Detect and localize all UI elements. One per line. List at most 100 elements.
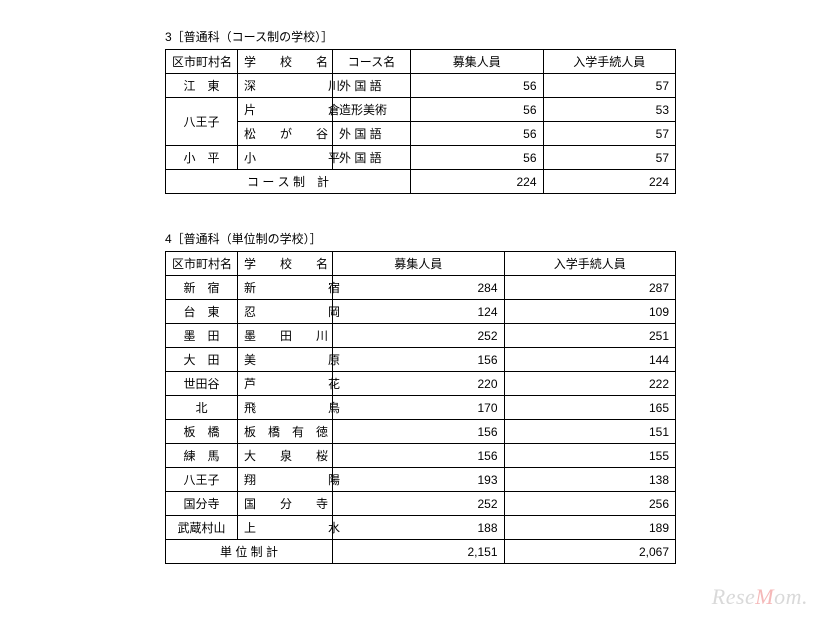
- cell-ward: 墨 田: [166, 324, 238, 348]
- table-row: 新 宿新 宿284287: [166, 276, 676, 300]
- cell-enroll: 287: [504, 276, 676, 300]
- table3: 区市町村名 学 校 名 コース名 募集人員 入学手続人員 江 東深 川外 国 語…: [165, 49, 676, 194]
- cell-recruit: 56: [411, 122, 544, 146]
- cell-enroll: 57: [543, 74, 676, 98]
- th-ward: 区市町村名: [166, 252, 238, 276]
- cell-enroll: 256: [504, 492, 676, 516]
- table3-title: 3［普通科（コース制の学校）］: [165, 28, 676, 45]
- cell-enroll: 251: [504, 324, 676, 348]
- cell-recruit: 156: [333, 444, 505, 468]
- th-course: コース名: [333, 50, 411, 74]
- cell-total-label: 単 位 制 計: [166, 540, 333, 564]
- cell-course: 外 国 語: [333, 74, 411, 98]
- cell-recruit: 188: [333, 516, 505, 540]
- cell-ward: 江 東: [166, 74, 238, 98]
- table-row: 練 馬大 泉 桜156155: [166, 444, 676, 468]
- cell-school: 忍 岡: [238, 300, 333, 324]
- cell-school: 美 原: [238, 348, 333, 372]
- table-row: 小 平小 平外 国 語5657: [166, 146, 676, 170]
- cell-recruit: 56: [411, 98, 544, 122]
- cell-total-label: コ ー ス 制 計: [166, 170, 411, 194]
- cell-recruit: 56: [411, 146, 544, 170]
- th-school: 学 校 名: [238, 252, 333, 276]
- cell-recruit: 220: [333, 372, 505, 396]
- table-row: 台 東忍 岡124109: [166, 300, 676, 324]
- cell-school: 松 が 谷: [238, 122, 333, 146]
- cell-course: 外 国 語: [333, 122, 411, 146]
- cell-ward: 国分寺: [166, 492, 238, 516]
- cell-school: 翔 陽: [238, 468, 333, 492]
- cell-ward: 北: [166, 396, 238, 420]
- table4-total-row: 単 位 制 計2,1512,067: [166, 540, 676, 564]
- cell-recruit: 252: [333, 324, 505, 348]
- table-row: 北飛 鳥170165: [166, 396, 676, 420]
- cell-enroll: 189: [504, 516, 676, 540]
- table-row: 武蔵村山上 水188189: [166, 516, 676, 540]
- cell-school: 飛 鳥: [238, 396, 333, 420]
- cell-total-enroll: 224: [543, 170, 676, 194]
- table3-header-row: 区市町村名 学 校 名 コース名 募集人員 入学手続人員: [166, 50, 676, 74]
- table-row: 墨 田墨 田 川252251: [166, 324, 676, 348]
- cell-enroll: 57: [543, 146, 676, 170]
- cell-enroll: 138: [504, 468, 676, 492]
- cell-school: 芦 花: [238, 372, 333, 396]
- cell-school: 小 平: [238, 146, 333, 170]
- table-row: 松 が 谷外 国 語5657: [166, 122, 676, 146]
- cell-ward: 八王子: [166, 98, 238, 146]
- table-row: 世田谷芦 花220222: [166, 372, 676, 396]
- table-row: 国分寺国 分 寺252256: [166, 492, 676, 516]
- cell-enroll: 155: [504, 444, 676, 468]
- th-recruit: 募集人員: [333, 252, 505, 276]
- cell-ward: 練 馬: [166, 444, 238, 468]
- cell-recruit: 170: [333, 396, 505, 420]
- table-row: 八王子片 倉造形美術5653: [166, 98, 676, 122]
- cell-recruit: 193: [333, 468, 505, 492]
- watermark: ReseMom.: [712, 584, 808, 610]
- th-enroll: 入学手続人員: [543, 50, 676, 74]
- cell-enroll: 165: [504, 396, 676, 420]
- watermark-part3: om: [774, 584, 802, 609]
- watermark-dot: .: [802, 584, 808, 609]
- cell-recruit: 156: [333, 348, 505, 372]
- cell-total-recruit: 224: [411, 170, 544, 194]
- cell-recruit: 156: [333, 420, 505, 444]
- watermark-part1: Rese: [712, 584, 756, 609]
- table-row: 江 東深 川外 国 語5657: [166, 74, 676, 98]
- cell-course: 外 国 語: [333, 146, 411, 170]
- cell-enroll: 222: [504, 372, 676, 396]
- cell-school: 大 泉 桜: [238, 444, 333, 468]
- table-row: 大 田美 原156144: [166, 348, 676, 372]
- cell-ward: 台 東: [166, 300, 238, 324]
- cell-recruit: 56: [411, 74, 544, 98]
- th-ward: 区市町村名: [166, 50, 238, 74]
- watermark-accent: M: [755, 584, 774, 609]
- cell-recruit: 124: [333, 300, 505, 324]
- cell-school: 片 倉: [238, 98, 333, 122]
- cell-school: 板 橋 有 徳: [238, 420, 333, 444]
- cell-recruit: 284: [333, 276, 505, 300]
- cell-enroll: 53: [543, 98, 676, 122]
- table-row: 板 橋板 橋 有 徳156151: [166, 420, 676, 444]
- cell-ward: 武蔵村山: [166, 516, 238, 540]
- cell-ward: 八王子: [166, 468, 238, 492]
- table4: 区市町村名 学 校 名 募集人員 入学手続人員 新 宿新 宿284287台 東忍…: [165, 251, 676, 564]
- cell-school: 深 川: [238, 74, 333, 98]
- cell-total-recruit: 2,151: [333, 540, 505, 564]
- table4-title: 4［普通科（単位制の学校）］: [165, 230, 676, 247]
- cell-course: 造形美術: [333, 98, 411, 122]
- cell-enroll: 151: [504, 420, 676, 444]
- th-recruit: 募集人員: [411, 50, 544, 74]
- cell-enroll: 109: [504, 300, 676, 324]
- cell-school: 新 宿: [238, 276, 333, 300]
- cell-ward: 大 田: [166, 348, 238, 372]
- table4-header-row: 区市町村名 学 校 名 募集人員 入学手続人員: [166, 252, 676, 276]
- cell-ward: 新 宿: [166, 276, 238, 300]
- cell-total-enroll: 2,067: [504, 540, 676, 564]
- th-school: 学 校 名: [238, 50, 333, 74]
- cell-recruit: 252: [333, 492, 505, 516]
- cell-school: 上 水: [238, 516, 333, 540]
- cell-enroll: 57: [543, 122, 676, 146]
- table3-total-row: コ ー ス 制 計224224: [166, 170, 676, 194]
- th-enroll: 入学手続人員: [504, 252, 676, 276]
- cell-ward: 板 橋: [166, 420, 238, 444]
